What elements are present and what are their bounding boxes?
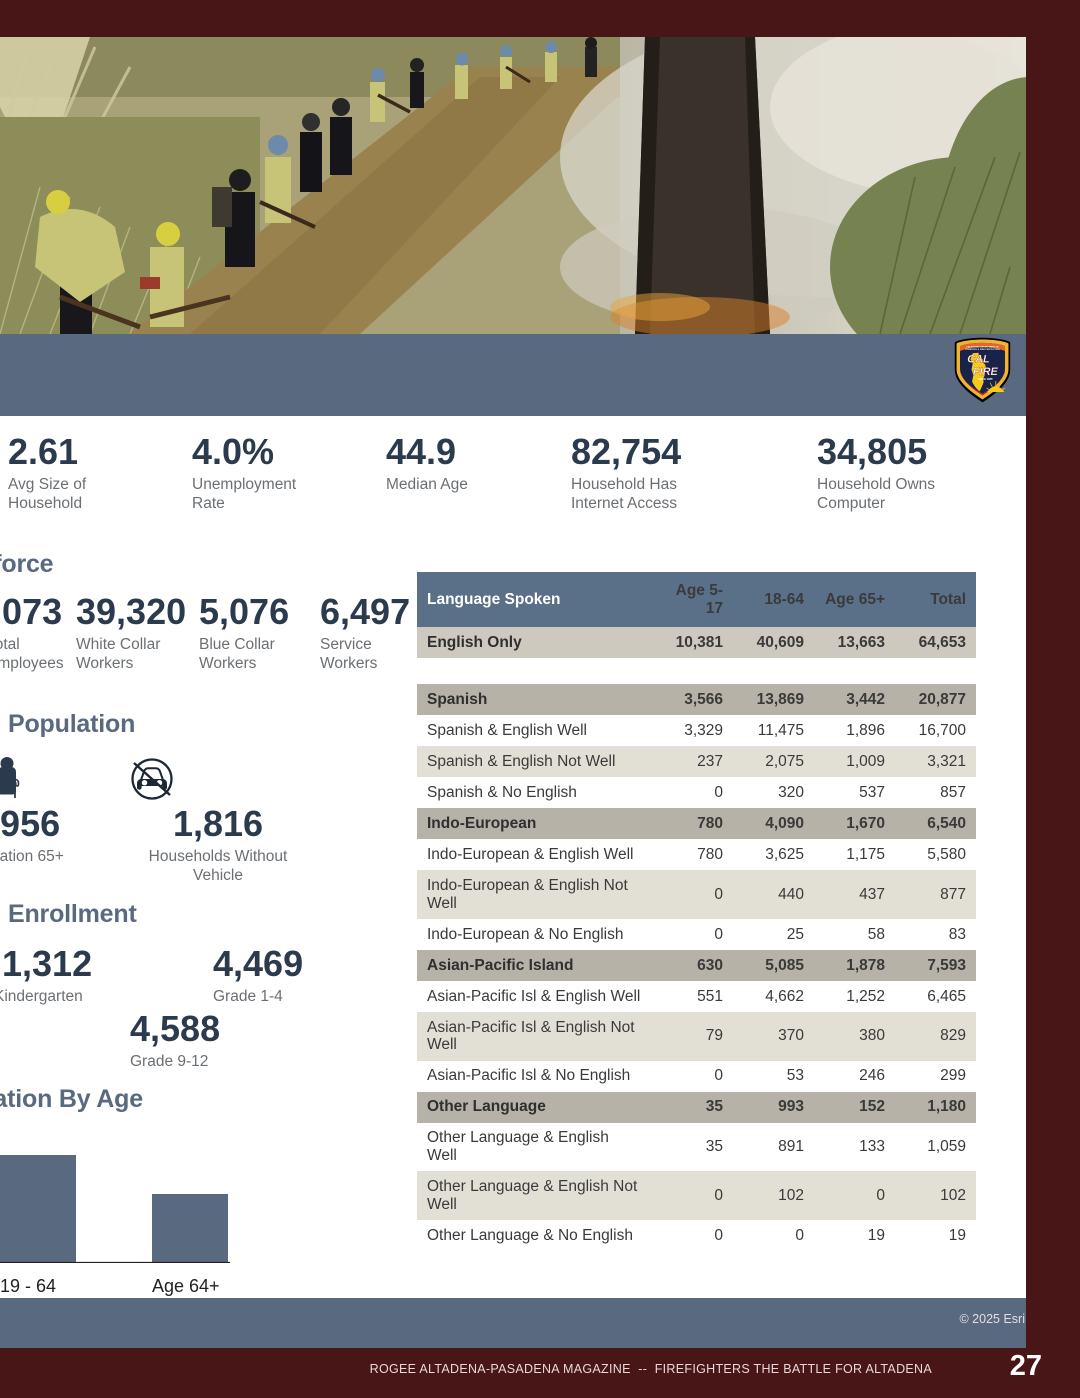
svg-text:FIRE: FIRE [973,366,999,378]
svg-text:CAL: CAL [967,354,990,366]
svg-text:SINCE 1885: SINCE 1885 [978,378,993,381]
svg-text:CALIFORNIA DEPARTMENT OF: CALIFORNIA DEPARTMENT OF [966,345,999,348]
svg-text:FORESTRY & FIRE PROTECTION: FORESTRY & FIRE PROTECTION [965,349,1000,351]
